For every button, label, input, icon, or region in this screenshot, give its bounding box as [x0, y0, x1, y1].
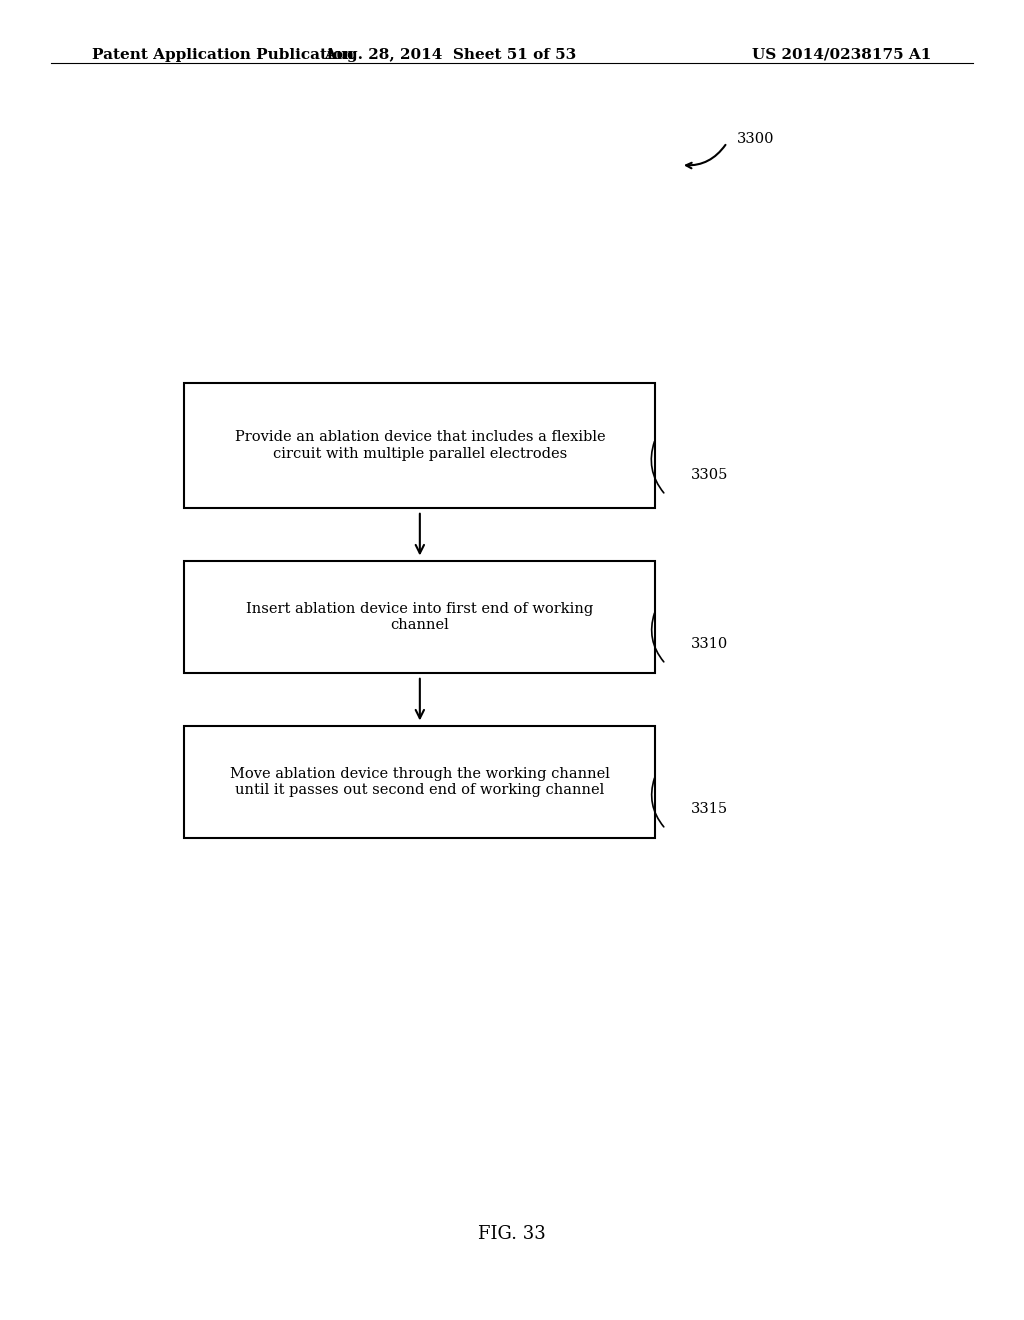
Text: US 2014/0238175 A1: US 2014/0238175 A1 — [753, 48, 932, 62]
FancyBboxPatch shape — [184, 726, 655, 838]
Text: Provide an ablation device that includes a flexible
circuit with multiple parall: Provide an ablation device that includes… — [234, 430, 605, 461]
Text: 3305: 3305 — [691, 469, 728, 482]
FancyBboxPatch shape — [184, 561, 655, 673]
Text: Insert ablation device into first end of working
channel: Insert ablation device into first end of… — [246, 602, 594, 632]
Text: 3315: 3315 — [691, 803, 728, 816]
Text: 3300: 3300 — [737, 132, 775, 145]
Text: 3310: 3310 — [691, 638, 728, 651]
Text: FIG. 33: FIG. 33 — [478, 1225, 546, 1243]
Text: Patent Application Publication: Patent Application Publication — [92, 48, 354, 62]
FancyBboxPatch shape — [184, 383, 655, 508]
Text: Move ablation device through the working channel
until it passes out second end : Move ablation device through the working… — [230, 767, 609, 797]
Text: Aug. 28, 2014  Sheet 51 of 53: Aug. 28, 2014 Sheet 51 of 53 — [325, 48, 577, 62]
